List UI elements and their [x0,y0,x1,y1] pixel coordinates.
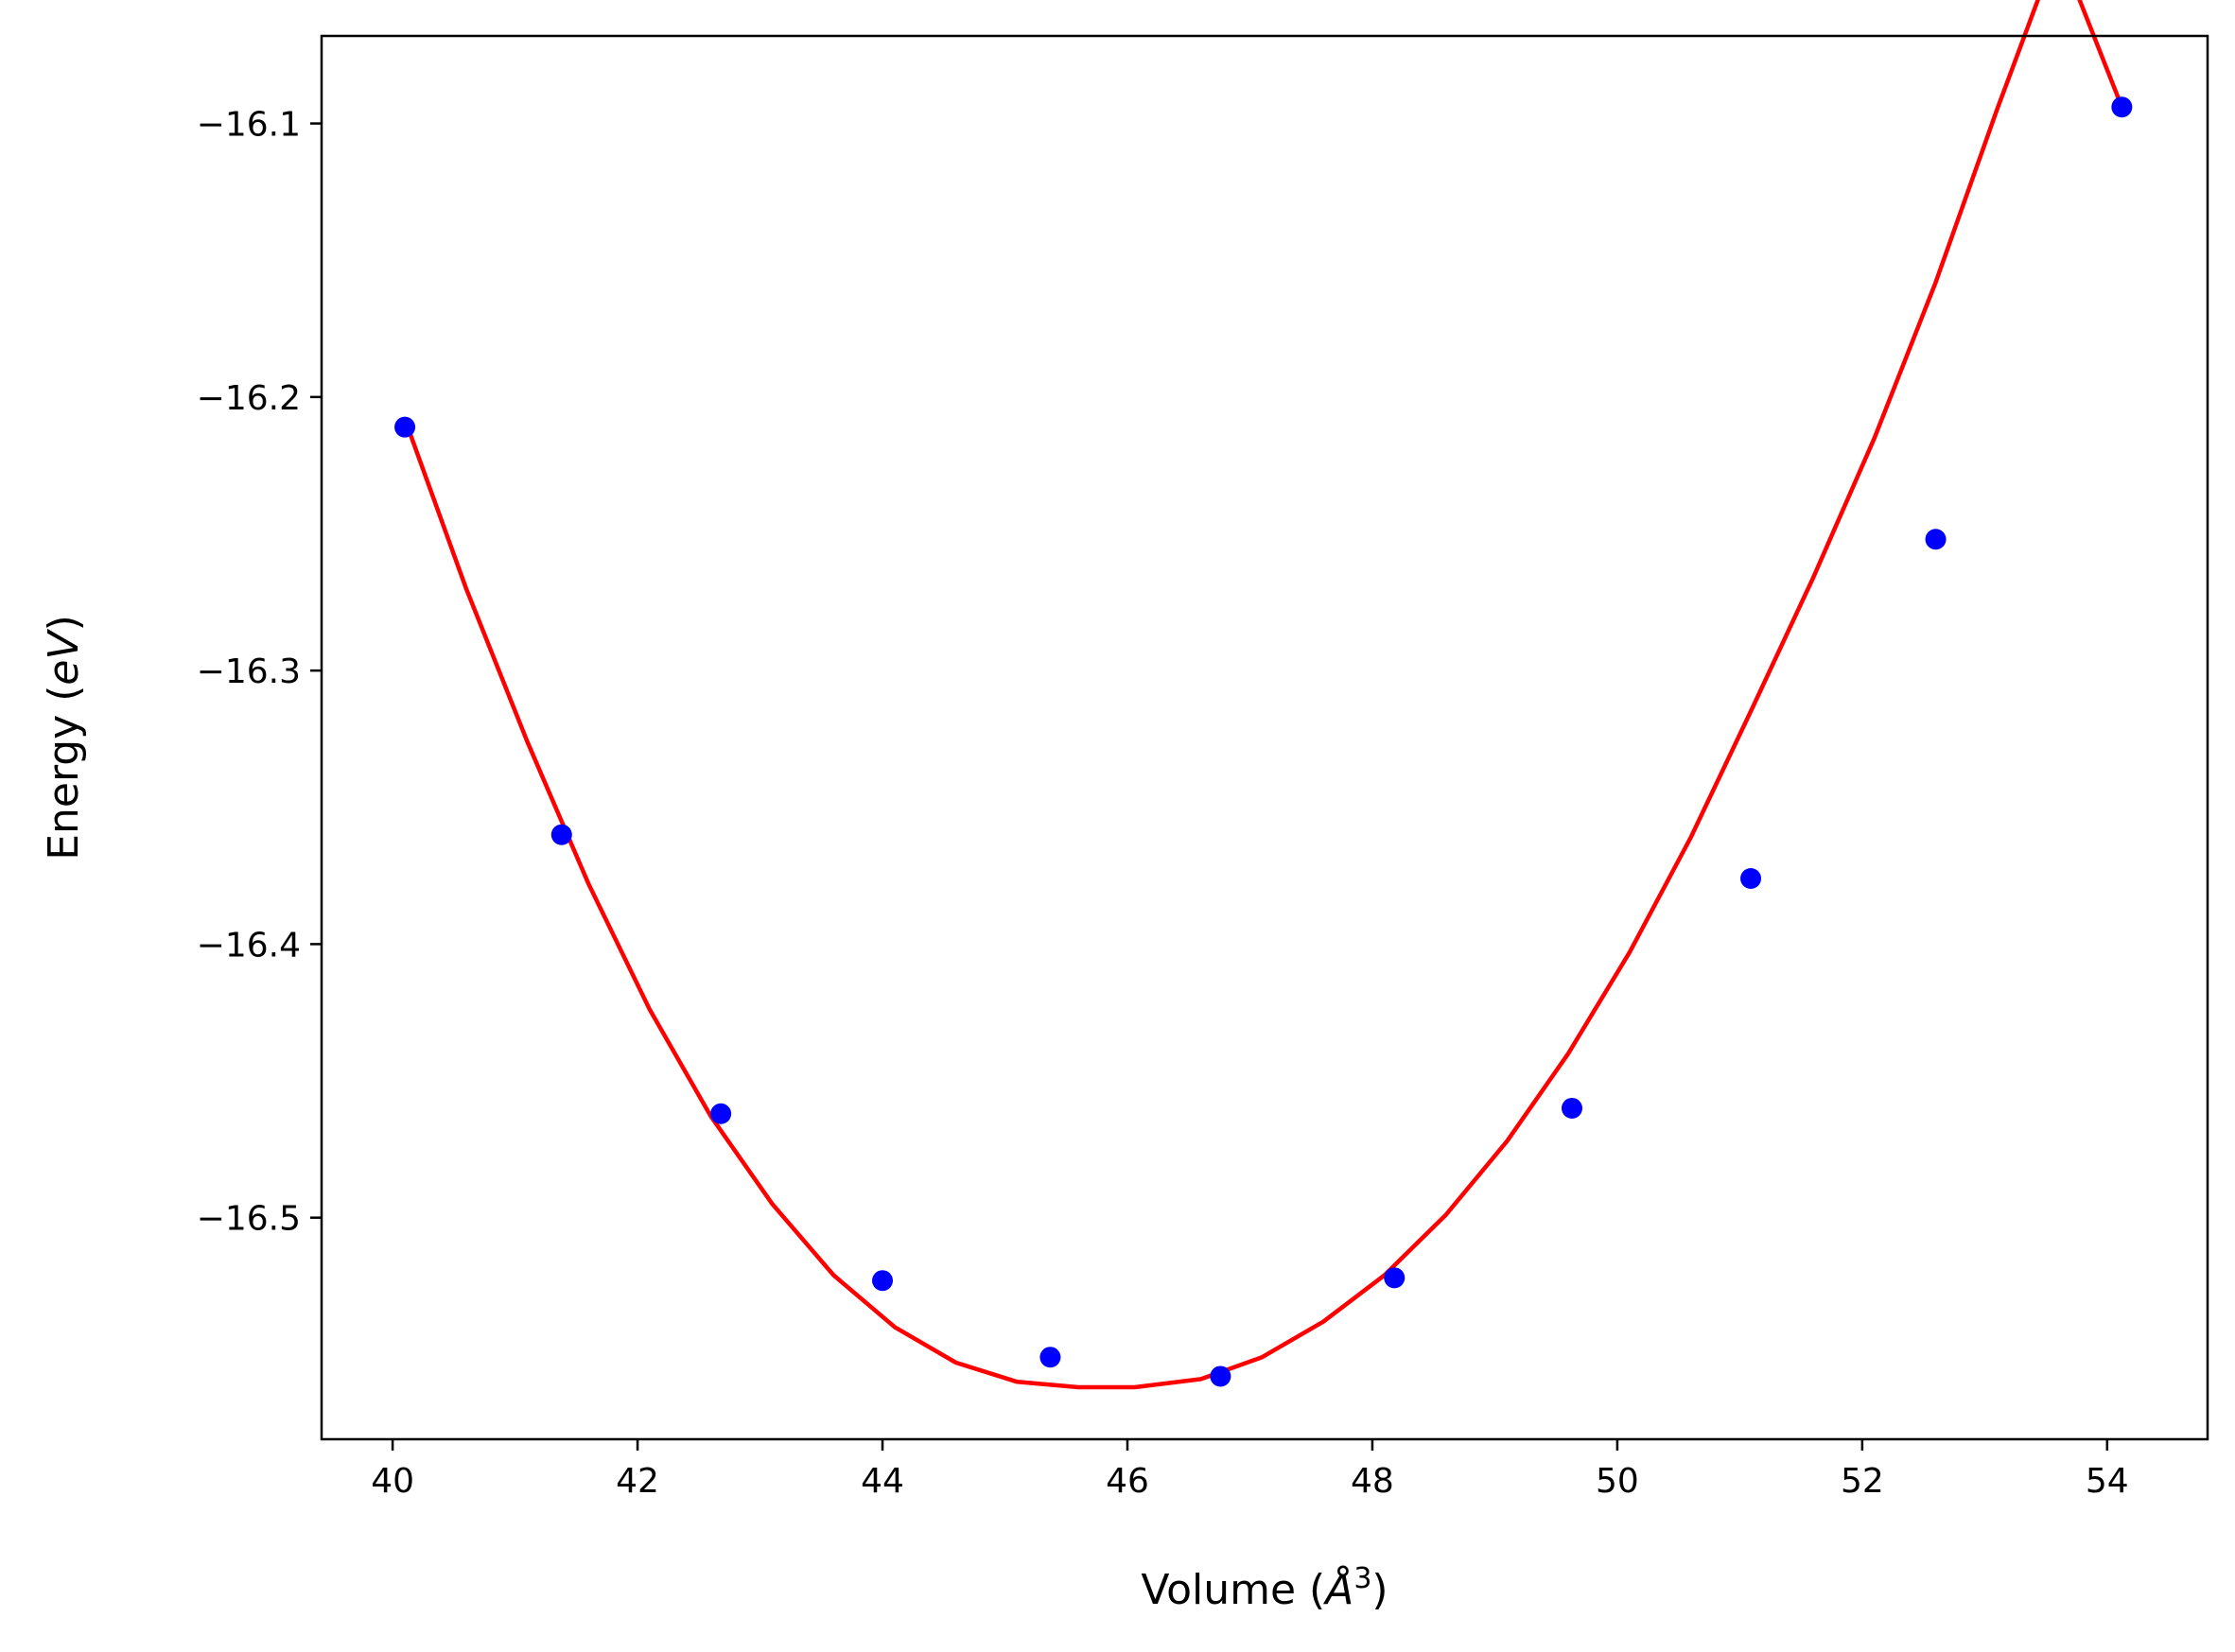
data-point [1740,867,1762,889]
fit-curve [402,0,2124,1390]
x-tick-label: 50 [1596,1462,1639,1501]
data-points-layer [394,96,2133,1387]
plot-frame [320,34,2209,1441]
data-point [2111,96,2133,118]
y-tick-label: −16.3 [197,652,301,691]
data-point [1384,1267,1406,1289]
x-tick-label: 42 [616,1462,659,1501]
x-tick-label: 52 [1841,1462,1884,1501]
data-point [1210,1365,1231,1387]
y-axis-ticks: −16.5 −16.4 −16.3 −16.2 −16.1 [197,106,322,1239]
y-axis-label: Energy (eV) [40,615,88,861]
fit-curve-layer [402,0,2124,1390]
x-tick-label: 48 [1351,1462,1394,1501]
y-tick-label: −16.4 [197,926,301,965]
x-tick-label: 54 [2086,1462,2129,1501]
data-point [394,416,416,438]
x-axis-ticks: 40 42 44 46 48 50 52 54 [371,1439,2129,1501]
data-point [710,1103,732,1124]
data-point [1561,1097,1582,1119]
x-tick-label: 40 [371,1462,414,1501]
data-point [1925,529,1947,550]
x-tick-label: 46 [1106,1462,1149,1501]
data-point [550,824,572,845]
x-tick-label: 44 [861,1462,904,1501]
y-tick-label: −16.5 [197,1200,301,1239]
data-point [872,1270,894,1292]
y-tick-label: −16.2 [197,379,301,418]
x-axis-label: Volume (Å3) [1141,1562,1388,1615]
data-point [1039,1347,1061,1368]
y-tick-label: −16.1 [197,106,301,145]
